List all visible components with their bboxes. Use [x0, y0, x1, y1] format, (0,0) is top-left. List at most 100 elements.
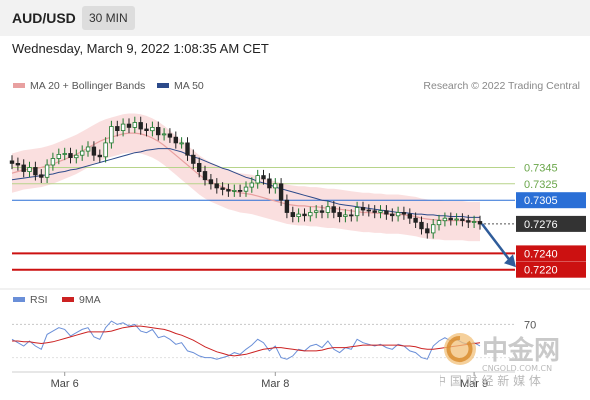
candle-body: [337, 212, 342, 217]
candle-body: [167, 133, 173, 138]
pair-title: AUD/USD: [12, 10, 76, 26]
candle-body: [413, 217, 418, 223]
level-label: 0.7305: [524, 195, 558, 207]
candle-body: [132, 122, 137, 128]
candle-body: [15, 162, 21, 166]
watermark-brand: 中金网: [482, 335, 560, 366]
candle-body: [255, 175, 260, 184]
candle-body: [419, 221, 424, 230]
candle-body: [389, 213, 395, 217]
legend-9ma: 9MA: [62, 294, 101, 306]
candle-body: [360, 207, 366, 211]
9ma-swatch: [62, 296, 74, 302]
candle-body: [366, 209, 371, 212]
ma20-label: MA 20 + Bollinger Bands: [30, 80, 146, 92]
candle-body: [120, 123, 126, 131]
ma20-swatch: [13, 82, 25, 88]
candle-body: [97, 154, 102, 158]
candle-body: [425, 228, 430, 234]
9ma-label: 9MA: [79, 294, 101, 306]
watermark-swirl-icon: [446, 335, 473, 362]
candle-body: [325, 206, 331, 213]
rsi-ma-line: [12, 325, 481, 357]
candle-body: [33, 167, 38, 176]
candle-body: [27, 167, 32, 172]
candle-body: [220, 187, 225, 190]
candle-body: [185, 142, 190, 156]
forecast-arrow-line: [481, 223, 513, 264]
candle-body: [173, 136, 178, 144]
candle-body: [296, 213, 301, 218]
candle-body: [62, 153, 67, 155]
candle-body: [155, 127, 161, 136]
rsi-swatch: [13, 296, 25, 302]
candle-body: [331, 206, 336, 213]
candle-body: [401, 212, 407, 215]
candle-body: [226, 189, 231, 192]
candle-body: [354, 207, 360, 217]
candle-body: [407, 213, 412, 219]
watermark-slogan: 中 国 财 经 新 媒 体: [440, 373, 541, 388]
candle-body: [74, 154, 79, 159]
candle-body: [384, 210, 389, 215]
candle-body: [68, 153, 73, 158]
candle-body: [39, 174, 44, 178]
candle-body: [319, 210, 325, 213]
timeframe-badge[interactable]: 30 MIN: [82, 6, 135, 30]
level-tag-support: [516, 245, 586, 262]
candle-body: [302, 213, 307, 217]
candle-body: [103, 142, 108, 158]
candle-body: [150, 127, 155, 132]
ma50-swatch: [157, 82, 169, 88]
chart-datetime: Wednesday, March 9, 2022 1:08:35 AM CET: [12, 41, 269, 56]
candle-body: [144, 128, 149, 132]
x-tick-label: Mar 6: [51, 378, 79, 390]
rsi-label: RSI: [30, 294, 48, 306]
candle-body: [80, 150, 85, 156]
watermark-domain: CNGOLD.COM.CN: [482, 364, 552, 373]
candle-body: [232, 189, 237, 192]
candle-body: [436, 220, 442, 226]
candle-body: [442, 217, 448, 222]
candle-body: [284, 199, 290, 213]
candle-body: [454, 218, 459, 221]
candle-body: [290, 212, 295, 217]
legend-rsi: RSI: [13, 294, 48, 306]
candle-body: [430, 224, 436, 234]
level-tag-support: [516, 261, 586, 278]
candle-body: [349, 214, 354, 217]
candle-body: [208, 179, 214, 185]
candle-body: [395, 212, 401, 217]
candle-body: [109, 126, 114, 144]
candle-body: [308, 212, 313, 217]
forecast-arrowhead: [504, 254, 516, 268]
x-tick-label: Mar 8: [261, 378, 289, 390]
level-label: 0.7276: [524, 219, 558, 231]
candle-body: [477, 221, 483, 225]
rsi-level-label: 70: [524, 319, 536, 331]
candle-body: [50, 158, 56, 166]
candle-body: [372, 210, 377, 213]
candle-body: [460, 218, 465, 222]
candle-body: [161, 133, 167, 136]
candle-body: [313, 210, 319, 213]
legend-ma20: MA 20 + Bollinger Bands: [13, 80, 145, 92]
candle-body: [115, 126, 120, 131]
candle-body: [9, 160, 15, 164]
candle-body: [471, 221, 477, 223]
x-tick-label: Mar 9: [460, 378, 488, 390]
candle-body: [44, 164, 50, 178]
candle-body: [91, 146, 97, 156]
ma50-label: MA 50: [174, 80, 204, 92]
candle-body: [378, 210, 383, 213]
candle-body: [56, 153, 61, 159]
candle-body: [196, 162, 202, 172]
candle-body: [261, 175, 266, 180]
candle-body: [179, 142, 184, 145]
chart-credit: Research © 2022 Trading Central: [423, 80, 580, 92]
watermark-logo: 中金网 CNGOLD.COM.CN 中 国 财 经 新 媒 体: [440, 333, 560, 388]
level-label: 0.7240: [524, 248, 558, 260]
candle-body: [191, 154, 196, 164]
candle-body: [126, 123, 132, 128]
